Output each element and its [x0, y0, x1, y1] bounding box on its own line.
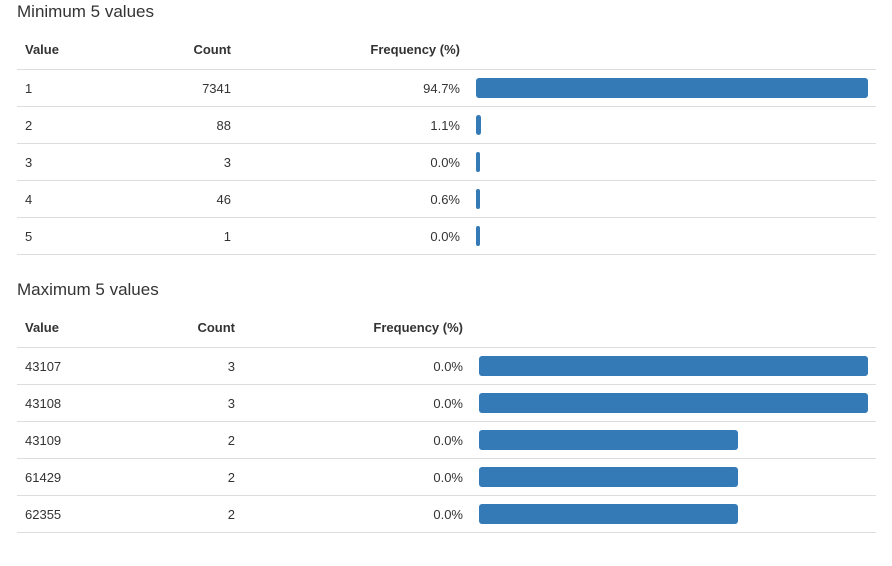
count-cell: 2: [97, 495, 243, 533]
maximum-values-title: Maximum 5 values: [17, 280, 159, 299]
frequency-header: Frequency (%): [243, 317, 471, 348]
table-row: 43108 3 0.0%: [17, 384, 876, 422]
frequency-header: Frequency (%): [239, 39, 468, 70]
count-cell: 3: [97, 384, 243, 422]
table-row: 1 7341 94.7%: [17, 69, 876, 107]
frequency-cell: 0.0%: [239, 217, 468, 255]
minimum-values-title: Minimum 5 values: [17, 2, 154, 21]
count-cell: 1: [97, 217, 239, 255]
frequency-bar: [479, 356, 868, 376]
bar-header: [471, 317, 876, 348]
frequency-bar: [479, 393, 868, 413]
frequency-bar: [476, 226, 480, 246]
frequency-bar: [476, 78, 868, 98]
table-row: 5 1 0.0%: [17, 217, 876, 255]
frequency-bar: [479, 504, 738, 524]
value-cell: 3: [17, 143, 97, 181]
value-cell: 5: [17, 217, 97, 255]
count-cell: 2: [97, 421, 243, 459]
value-cell: 62355: [17, 495, 97, 533]
table-header-row: Value Count Frequency (%): [17, 39, 876, 70]
value-header: Value: [17, 317, 97, 348]
frequency-cell: 0.0%: [243, 384, 471, 422]
value-cell: 43107: [17, 347, 97, 385]
count-cell: 7341: [97, 69, 239, 107]
table-row: 43107 3 0.0%: [17, 347, 876, 385]
value-cell: 61429: [17, 458, 97, 496]
frequency-cell: 0.0%: [243, 421, 471, 459]
frequency-bar: [479, 467, 738, 487]
frequency-cell: 0.6%: [239, 180, 468, 218]
frequency-bar: [476, 189, 480, 209]
count-header: Count: [97, 39, 239, 70]
frequency-cell: 94.7%: [239, 69, 468, 107]
count-cell: 3: [97, 347, 243, 385]
frequency-cell: 1.1%: [239, 106, 468, 144]
count-header: Count: [97, 317, 243, 348]
maximum-values-table: Value Count Frequency (%) 43107 3 0.0% 4…: [17, 317, 876, 533]
frequency-cell: 0.0%: [243, 347, 471, 385]
frequency-bar: [476, 152, 480, 172]
value-cell: 43109: [17, 421, 97, 459]
value-cell: 2: [17, 106, 97, 144]
table-row: 2 88 1.1%: [17, 106, 876, 144]
count-cell: 88: [97, 106, 239, 144]
value-header: Value: [17, 39, 97, 70]
table-row: 61429 2 0.0%: [17, 458, 876, 496]
table-header-row: Value Count Frequency (%): [17, 317, 876, 348]
minimum-values-table: Value Count Frequency (%) 1 7341 94.7% 2…: [17, 39, 876, 255]
frequency-cell: 0.0%: [239, 143, 468, 181]
maximum-values-section: Maximum 5 values Value Count Frequency (…: [17, 278, 876, 533]
count-cell: 46: [97, 180, 239, 218]
count-cell: 2: [97, 458, 243, 496]
table-row: 62355 2 0.0%: [17, 495, 876, 533]
value-cell: 43108: [17, 384, 97, 422]
value-cell: 4: [17, 180, 97, 218]
minimum-values-section: Minimum 5 values Value Count Frequency (…: [17, 0, 876, 255]
value-cell: 1: [17, 69, 97, 107]
table-row: 3 3 0.0%: [17, 143, 876, 181]
frequency-bar: [479, 430, 738, 450]
table-row: 4 46 0.6%: [17, 180, 876, 218]
table-row: 43109 2 0.0%: [17, 421, 876, 459]
count-cell: 3: [97, 143, 239, 181]
frequency-cell: 0.0%: [243, 458, 471, 496]
frequency-cell: 0.0%: [243, 495, 471, 533]
frequency-bar: [476, 115, 481, 135]
bar-header: [468, 39, 876, 70]
